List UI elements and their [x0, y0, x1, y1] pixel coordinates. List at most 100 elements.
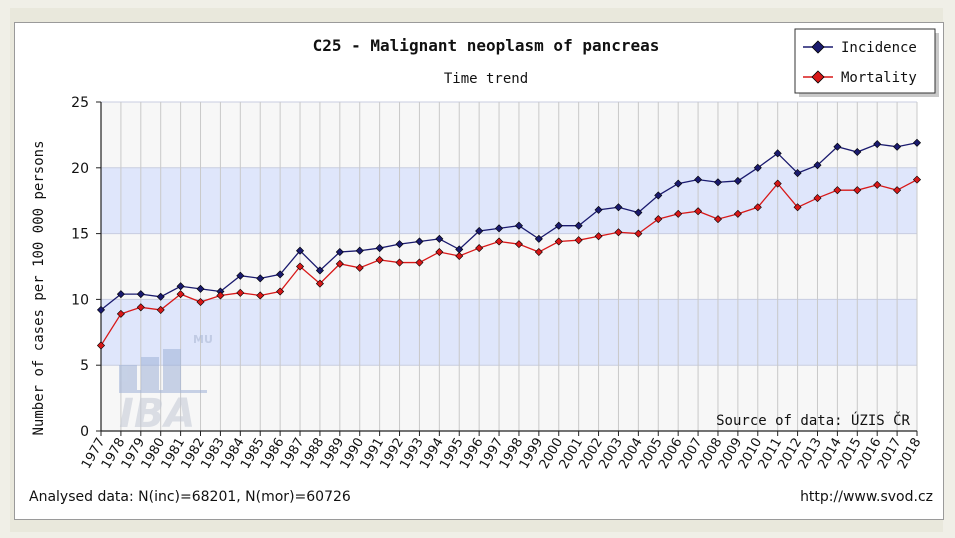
incidence-point: [713, 178, 723, 187]
mortality-point: [295, 262, 305, 271]
legend-incidence-label: Incidence: [841, 40, 917, 56]
incidence-point: [554, 221, 563, 230]
y-tick-label: 25: [71, 95, 89, 111]
mortality-point: [574, 236, 583, 245]
mortality-point: [96, 341, 106, 350]
mortality-point: [753, 203, 762, 212]
mortality-point: [853, 186, 862, 195]
incidence-point: [634, 208, 643, 217]
incidence-point: [435, 234, 444, 243]
incidence-point: [574, 221, 583, 230]
mortality-point: [475, 244, 484, 253]
incidence-point: [873, 140, 882, 149]
mortality-point: [375, 255, 384, 264]
source-note: Source of data: ÚZIS ČR: [716, 411, 910, 429]
mortality-point: [554, 237, 563, 246]
y-axis-label: Number of cases per 100 000 persons: [31, 140, 47, 435]
mortality-point: [136, 303, 145, 312]
incidence-point: [395, 240, 404, 249]
chart-panel: MU IBA 0 5 10 15 20 25 1977 1978 1979 1980 1981 19…: [14, 22, 944, 520]
mortality-point: [495, 237, 504, 246]
incidence-point: [594, 205, 603, 214]
y-tick-label: 10: [71, 292, 89, 308]
incidence-point: [96, 305, 106, 314]
incidence-point: [415, 237, 424, 246]
mortality-point: [534, 247, 543, 257]
incidence-point: [176, 282, 185, 291]
mortality-point: [216, 291, 225, 300]
incidence-point: [256, 274, 265, 283]
incidence-point: [614, 203, 623, 212]
mortality-point: [713, 215, 723, 224]
incidence-point: [534, 234, 543, 243]
mortality-point: [355, 263, 364, 272]
chart-subtitle: Time trend: [444, 71, 528, 87]
incidence-point: [674, 179, 683, 188]
mortality-point: [733, 209, 742, 218]
mortality-point: [873, 180, 882, 189]
series-lines: [96, 138, 922, 350]
incidence-point: [733, 176, 742, 185]
mortality-legend-marker: [811, 70, 825, 84]
mortality-point: [893, 186, 902, 195]
incidence-legend-marker: [811, 40, 825, 54]
chart-legend: Incidence Mortality: [794, 28, 939, 97]
incidence-point: [753, 163, 762, 172]
mortality-point: [116, 309, 125, 318]
incidence-point: [116, 290, 125, 299]
mortality-point: [654, 215, 663, 224]
analysed-data-note: Analysed data: N(inc)=68201, N(mor)=6072…: [29, 489, 351, 505]
mortality-point: [514, 240, 523, 249]
mortality-point: [315, 279, 324, 288]
incidence-point: [236, 271, 245, 280]
mortality-point: [833, 186, 842, 195]
plot-background: [101, 101, 917, 431]
mortality-point: [256, 291, 265, 300]
chart-title: C25 - Malignant neoplasm of pancreas: [313, 36, 660, 55]
mortality-point: [594, 232, 603, 241]
vertical-gridlines: [120, 102, 918, 431]
incidence-point: [315, 266, 324, 275]
mortality-point: [276, 287, 285, 296]
incidence-point: [853, 147, 862, 157]
iba-watermark-logo: MU IBA: [119, 333, 213, 437]
incidence-point: [196, 284, 205, 293]
incidence-point: [295, 246, 305, 255]
incidence-point: [156, 292, 165, 301]
mortality-point: [634, 229, 643, 238]
mortality-point: [793, 203, 802, 212]
mortality-point: [176, 290, 185, 299]
mortality-point: [196, 298, 205, 307]
incidence-point: [694, 175, 703, 184]
incidence-point: [136, 290, 145, 299]
mortality-point: [435, 247, 444, 257]
axes: [100, 102, 917, 432]
incidence-point: [335, 247, 344, 257]
y-tick-label: 0: [80, 424, 89, 440]
incidence-point: [773, 149, 782, 158]
incidence-point: [813, 161, 822, 170]
mortality-point: [395, 258, 404, 267]
mortality-point: [694, 207, 703, 216]
y-tick-label: 20: [71, 161, 89, 177]
mortality-point: [236, 288, 245, 297]
svg-text:MU: MU: [193, 333, 213, 346]
incidence-point: [912, 138, 922, 147]
y-tick-label: 5: [80, 358, 89, 374]
mortality-point: [455, 251, 464, 260]
x-axis-ticks: 1977197819791980198119821983198419851986…: [79, 431, 924, 472]
incidence-point: [495, 224, 504, 233]
incidence-point: [514, 221, 523, 230]
mortality-point: [912, 175, 922, 184]
incidence-point: [375, 244, 384, 253]
y-tick-label: 15: [71, 227, 89, 243]
mortality-point: [335, 259, 344, 268]
incidence-point: [355, 246, 364, 255]
incidence-line: [100, 142, 918, 311]
incidence-point: [893, 142, 902, 151]
trend-chart: MU IBA 0 5 10 15 20 25 1977197819791980198119…: [29, 28, 939, 505]
mortality-point: [415, 258, 424, 267]
mortality-point: [813, 194, 822, 203]
incidence-point: [833, 142, 842, 151]
mortality-point: [156, 305, 165, 314]
